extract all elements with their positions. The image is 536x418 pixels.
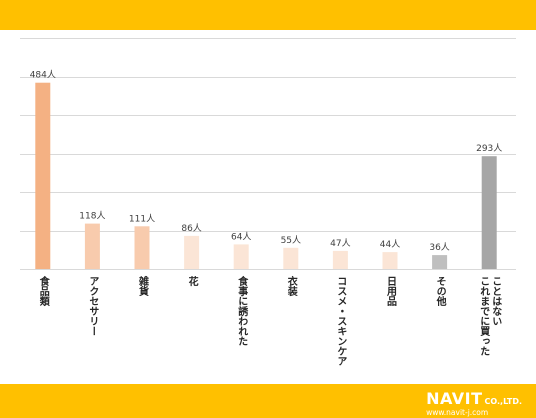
bar (184, 235, 200, 269)
value-labels: 484人 118人 111人 86人 64人 55人 47人 44人 36人 293人 (30, 70, 503, 253)
footer-band (0, 384, 536, 418)
category-label: これまでに買った (478, 276, 490, 356)
data-label: 55人 (281, 235, 301, 246)
data-label: 36人 (429, 242, 449, 253)
category-label: ことはない (490, 276, 502, 326)
bar (35, 82, 51, 269)
category-labels: 食品類 アクセサリー 雑貨 花 食事に誘われた 衣装 コスメ・スキンケア 日用品 その他 これまで… (37, 275, 501, 366)
company-logo: NAVIT CO.,LTD. www.navit-j.com (426, 389, 522, 418)
bar (134, 226, 150, 269)
bar-chart: 484人 118人 111人 86人 64人 55人 47人 44人 36人 293人 食品類 アク… (20, 38, 516, 366)
category-label: コスメ・スキンケア (335, 276, 347, 366)
logo-suffix: CO.,LTD. (484, 397, 522, 406)
category-label: アクセサリー (87, 276, 99, 336)
logo-name: NAVIT (426, 389, 483, 408)
category-label: 食品類 (37, 275, 50, 307)
data-label: 64人 (231, 231, 251, 242)
category-label: 衣装 (285, 275, 298, 297)
data-label: 484人 (30, 70, 56, 81)
category-label: 雑貨 (137, 275, 150, 297)
gridlines (20, 38, 516, 270)
category-label: 日用品 (385, 276, 398, 307)
category-label: その他 (434, 276, 447, 307)
data-label: 86人 (181, 223, 201, 234)
data-label: 44人 (380, 239, 400, 250)
bar (382, 252, 398, 269)
bar-series (35, 82, 497, 269)
bar (332, 250, 348, 269)
category-label: 食事に誘われた (236, 275, 249, 346)
bar (233, 244, 249, 269)
logo-url: www.navit-j.com (426, 408, 489, 417)
bar (283, 247, 299, 269)
data-label: 118人 (79, 211, 105, 222)
header-band (0, 0, 536, 30)
data-label: 111人 (129, 213, 155, 224)
category-label: 花 (186, 275, 198, 287)
data-label: 47人 (330, 238, 350, 249)
bar (432, 255, 448, 269)
bar (84, 223, 100, 269)
data-label: 293人 (476, 143, 502, 154)
bar (481, 156, 497, 269)
